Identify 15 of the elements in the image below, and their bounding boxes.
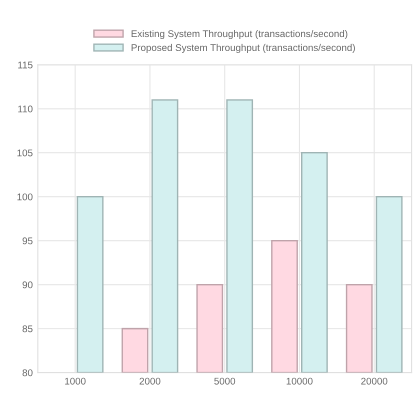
y-tick-label: 110 [18,106,33,112]
x-tick-label: 1000 [65,378,86,385]
y-tick-label: 90 [22,281,33,288]
x-tick-label: 2000 [140,378,160,385]
y-tick-label: 95 [22,237,33,244]
y-tick-label: 115 [18,62,33,68]
x-tick-label: 10000 [286,378,313,385]
y-tick-label: 85 [22,325,33,332]
y-tick-label: 100 [17,193,33,200]
legend-label: Existing System Throughput (transactions/second) [132,30,348,40]
y-tick-label: 80 [22,369,33,376]
y-tick-label: 105 [17,149,33,156]
legend-label: Proposed System Throughput (transactions/second) [132,44,355,53]
x-tick-label: 5000 [214,378,236,385]
x-tick-label: 20000 [361,378,388,385]
